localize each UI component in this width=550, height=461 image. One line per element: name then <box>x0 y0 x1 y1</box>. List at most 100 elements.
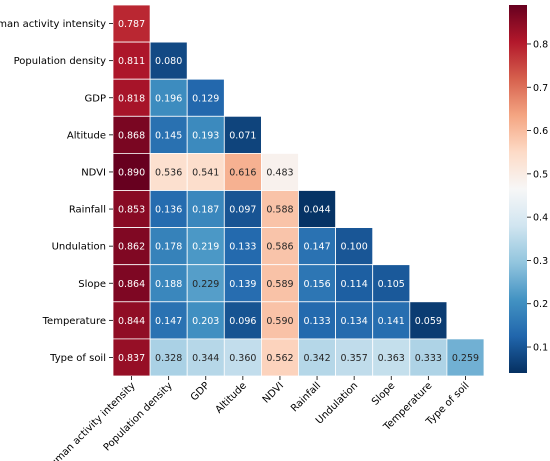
y-tick-labels: Human activity intensity Population densi… <box>0 19 113 364</box>
colorbar-tick-label-6: 0.7 <box>533 83 548 94</box>
heatmap-cell-6-6 <box>335 227 374 266</box>
cell-value-label-9-1: 0.328 <box>155 353 182 364</box>
cell-value-label-7-5: 0.156 <box>303 279 330 290</box>
cell-value-label-5-4: 0.588 <box>266 205 293 216</box>
cell-value-label-8-0: 0.844 <box>118 316 145 327</box>
heatmap-cell-9-2 <box>186 338 225 377</box>
y-tick-label-5: Rainfall <box>69 205 106 216</box>
heatmap-cell-7-7 <box>372 264 411 303</box>
heatmap-cell-0-0 <box>112 4 151 43</box>
heatmap-cell-9-5 <box>298 338 336 377</box>
heatmap-cell-9-3 <box>223 338 262 377</box>
colorbar-gradient <box>509 5 527 373</box>
cell-value-label-9-5: 0.342 <box>303 353 330 364</box>
cell-value-label-6-1: 0.178 <box>155 242 182 253</box>
x-tick-label-5: Rainfall <box>289 380 323 414</box>
heatmap-cell-3-1 <box>149 115 188 154</box>
heatmap-cell-9-4 <box>260 338 299 377</box>
heatmap-cell-5-1 <box>149 190 188 228</box>
y-tick-label-2: GDP <box>85 93 106 104</box>
cell-value-label-8-3: 0.096 <box>229 316 256 327</box>
cell-value-label-4-4: 0.483 <box>266 167 293 178</box>
heatmap-cell-9-7 <box>372 338 411 377</box>
y-tick-label-8: Temperature <box>42 316 106 327</box>
cell-value-label-9-6: 0.357 <box>341 353 368 364</box>
heatmap-cell-6-1 <box>149 227 188 266</box>
heatmap-cell-8-3 <box>223 301 262 340</box>
colorbar: 0.1 0.2 0.3 0.4 0.5 0.6 0.7 0.8 <box>509 5 548 373</box>
cell-value-label-3-3: 0.071 <box>229 130 256 141</box>
cell-value-label-1-0: 0.811 <box>118 56 145 67</box>
cell-value-label-8-4: 0.590 <box>266 316 293 327</box>
colorbar-tick-label-0: 0.1 <box>533 343 548 354</box>
heatmap-cell-2-2 <box>186 78 225 117</box>
colorbar-tick-label-2: 0.3 <box>533 256 548 267</box>
y-tick-label-1: Population density <box>14 56 106 67</box>
cell-value-label-4-0: 0.890 <box>118 167 145 178</box>
heatmap-cell-4-1 <box>149 152 188 191</box>
heatmap-cell-5-2 <box>186 190 225 228</box>
heatmap-cell-1-1 <box>149 41 188 80</box>
cell-value-label-6-4: 0.586 <box>266 242 293 253</box>
heatmap-cell-9-8 <box>409 338 448 377</box>
x-tick-label-1: Population density <box>102 380 175 453</box>
x-tick-label-7: Slope <box>370 380 397 407</box>
cell-value-label-2-0: 0.818 <box>118 93 145 104</box>
colorbar-tick-label-5: 0.6 <box>533 126 548 137</box>
heatmap-cell-5-5 <box>298 190 336 228</box>
heatmap-cell-8-8 <box>409 301 448 340</box>
heatmap-cells: 0.787 0.811 0.080 0.818 0.196 0.129 0.868 0.145… <box>112 4 485 377</box>
cell-value-label-5-3: 0.097 <box>229 205 256 216</box>
cell-value-label-9-3: 0.360 <box>229 353 256 364</box>
cell-value-label-9-7: 0.363 <box>378 353 405 364</box>
cell-value-label-2-2: 0.129 <box>192 93 219 104</box>
heatmap-cell-9-0 <box>112 338 151 377</box>
heatmap-cell-9-9 <box>446 338 485 377</box>
heatmap-cell-5-3 <box>223 190 262 228</box>
cell-value-label-9-4: 0.562 <box>266 353 293 364</box>
cell-value-label-5-2: 0.187 <box>192 205 219 216</box>
heatmap-cell-4-3 <box>223 152 262 191</box>
colorbar-tick-label-7: 0.8 <box>533 39 548 50</box>
heatmap-cell-5-4 <box>260 190 299 228</box>
cell-value-label-6-6: 0.100 <box>341 242 368 253</box>
cell-value-label-4-3: 0.616 <box>229 167 256 178</box>
cell-value-label-9-8: 0.333 <box>415 353 442 364</box>
cell-value-label-8-8: 0.059 <box>415 316 442 327</box>
cell-value-label-8-7: 0.141 <box>378 316 405 327</box>
cell-value-label-3-1: 0.145 <box>155 130 182 141</box>
cell-value-label-7-0: 0.864 <box>118 279 145 290</box>
cell-value-label-9-2: 0.344 <box>192 353 219 364</box>
y-tick-label-7: Slope <box>78 279 106 290</box>
cell-value-label-6-2: 0.219 <box>192 242 219 253</box>
heatmap-cell-7-2 <box>186 264 225 303</box>
cell-value-label-6-5: 0.147 <box>303 242 330 253</box>
cell-value-label-7-1: 0.188 <box>155 279 182 290</box>
cell-value-label-0-0: 0.787 <box>118 19 145 30</box>
y-tick-label-6: Undulation <box>52 242 106 253</box>
cell-value-label-5-5: 0.044 <box>303 205 330 216</box>
heatmap-cell-1-0 <box>112 41 151 80</box>
colorbar-tick-label-3: 0.4 <box>533 213 548 224</box>
cell-value-label-3-0: 0.868 <box>118 130 145 141</box>
cell-value-label-6-3: 0.133 <box>229 242 256 253</box>
heatmap-cell-8-2 <box>186 301 225 340</box>
cell-value-label-8-2: 0.203 <box>192 316 219 327</box>
y-tick-label-9: Type of soil <box>49 353 106 364</box>
colorbar-tick-label-4: 0.5 <box>533 169 548 180</box>
heatmap-cell-9-1 <box>149 338 188 377</box>
x-tick-label-0: Human activity intensity <box>43 380 138 461</box>
cell-value-label-9-0: 0.837 <box>118 353 145 364</box>
cell-value-label-4-1: 0.536 <box>155 167 182 178</box>
y-tick-label-0: Human activity intensity <box>0 19 106 30</box>
cell-value-label-9-9: 0.259 <box>452 353 479 364</box>
cell-value-label-6-0: 0.862 <box>118 242 145 253</box>
x-tick-label-2: GDP <box>189 380 212 403</box>
cell-value-label-5-1: 0.136 <box>155 205 182 216</box>
cell-value-label-3-2: 0.193 <box>192 130 219 141</box>
cell-value-label-8-5: 0.133 <box>303 316 330 327</box>
cell-value-label-7-3: 0.139 <box>229 279 256 290</box>
cell-value-label-7-6: 0.114 <box>341 279 368 290</box>
